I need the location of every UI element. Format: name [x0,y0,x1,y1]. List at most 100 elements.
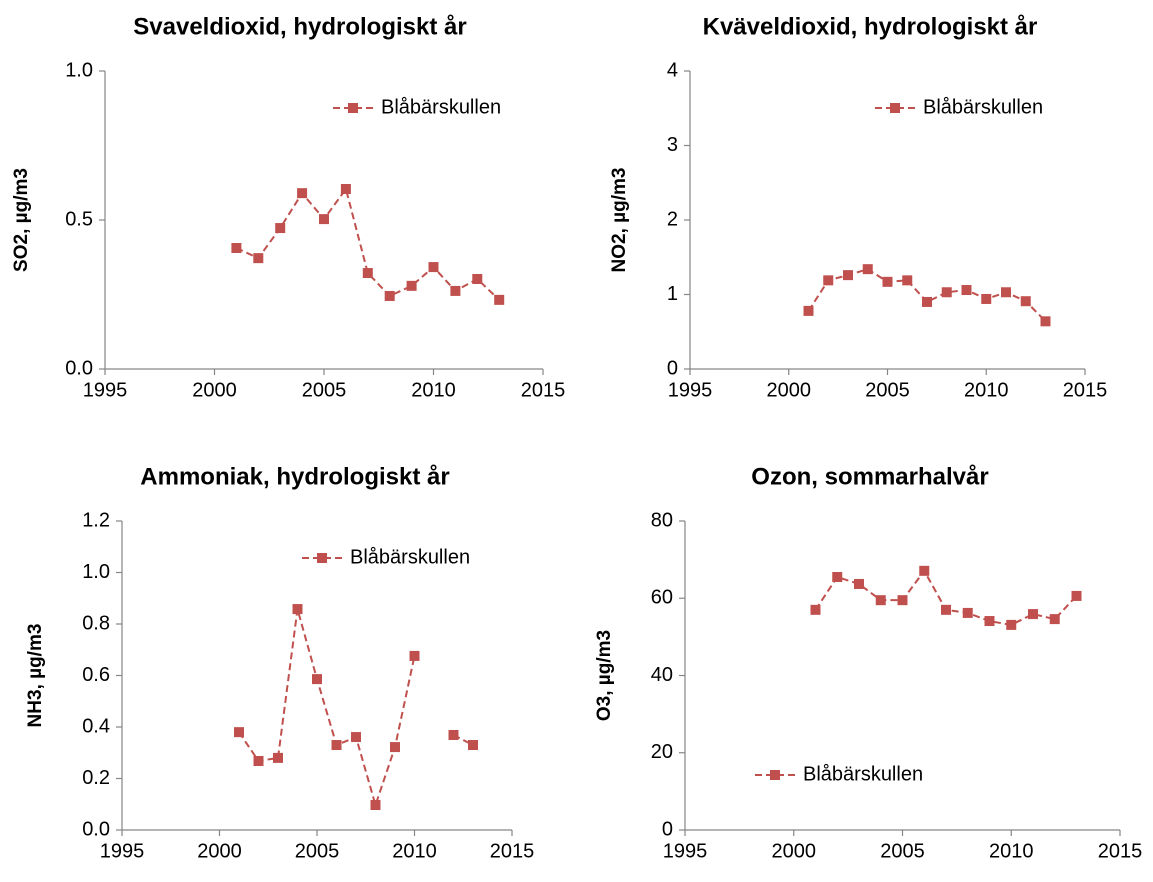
y-axis-label: NH3, µg/m3 [25,624,46,728]
y-tick-label: 1.2 [82,509,110,531]
x-tick-label: 2015 [1098,840,1143,862]
marker [875,595,886,606]
marker [941,287,952,298]
marker [253,253,264,264]
marker [1040,316,1051,327]
y-tick-label: 60 [651,587,673,609]
x-tick-label: 2010 [392,840,437,862]
x-tick-label: 2010 [411,379,456,401]
marker [409,650,420,661]
y-tick-label: 0 [662,818,673,840]
legend-label: Blåbärskullen [803,763,923,785]
legend-marker [770,770,780,780]
marker [406,280,417,291]
marker [275,223,286,234]
x-tick-label: 2005 [880,840,925,862]
x-tick-label: 2005 [865,379,910,401]
x-tick-label: 1995 [83,379,128,401]
x-tick-label: 2000 [767,379,812,401]
marker [292,604,303,615]
y-axis-label: NO2, µg/m3 [609,168,630,273]
marker [941,604,951,615]
marker [922,296,932,307]
marker [384,290,395,301]
y-tick-label: 0 [667,357,678,379]
marker [468,740,478,751]
marker [1028,609,1038,620]
marker [231,243,242,254]
y-tick-label: 0.0 [65,357,93,379]
marker [390,742,400,753]
marker [984,616,995,627]
marker [862,264,873,275]
marker [1049,614,1060,625]
y-axis-label: SO2, µg/m3 [11,168,32,272]
marker [1006,619,1017,630]
marker [919,565,930,576]
chart-title: Kväveldioxid, hydrologiskt år [703,13,1038,40]
marker [803,305,814,316]
chart-title: Svaveldioxid, hydrologiskt år [133,13,466,40]
marker [1020,296,1031,307]
y-axis-label: O3, µg/m3 [594,630,615,721]
marker [1001,287,1011,298]
x-tick-label: 1995 [668,379,713,401]
y-tick-label: 0.0 [82,818,110,840]
series-line [235,186,500,301]
marker [902,275,913,286]
y-tick-label: 1.0 [82,561,110,583]
x-tick-label: 2010 [989,840,1034,862]
marker [810,604,821,615]
marker [897,595,908,606]
x-tick-label: 2015 [1063,379,1108,401]
y-tick-label: 3 [667,134,678,156]
marker [981,293,992,304]
y-tick-label: 4 [667,59,678,81]
marker [331,740,342,751]
x-tick-label: 2015 [490,840,535,862]
x-tick-label: 2010 [964,379,1009,401]
marker [297,188,308,199]
marker [1071,590,1082,601]
y-tick-label: 0.6 [82,664,110,686]
marker [843,270,853,281]
legend-marker [890,103,900,113]
marker [351,732,361,743]
marker [961,285,972,296]
marker [428,262,439,273]
marker [832,572,843,583]
series-line [238,608,474,809]
legend-marker [348,103,358,113]
marker [340,184,351,195]
marker [273,752,283,763]
marker [234,727,244,738]
y-tick-label: 0.8 [82,612,110,634]
y-tick-label: 2 [667,208,678,230]
y-tick-label: 0.4 [82,715,110,737]
marker [854,578,864,589]
x-tick-label: 2015 [521,379,566,401]
marker [494,294,505,305]
marker [312,674,322,685]
y-tick-label: 40 [651,664,673,686]
marker [253,755,264,766]
x-tick-label: 2005 [295,840,340,862]
x-tick-label: 2000 [197,840,242,862]
legend-label: Blåbärskullen [381,96,501,118]
legend-marker [317,553,327,563]
marker [882,276,893,287]
y-tick-label: 0.2 [82,767,110,789]
legend-label: Blåbärskullen [923,96,1043,118]
y-tick-label: 1.0 [65,59,93,81]
x-tick-label: 1995 [100,840,145,862]
marker [962,607,973,618]
y-tick-label: 0.5 [65,208,93,230]
marker [370,800,381,811]
marker [823,275,834,286]
x-tick-label: 2005 [302,379,347,401]
chart-title: Ammoniak, hydrologiskt år [140,463,449,490]
marker [362,268,373,279]
marker [450,285,461,296]
